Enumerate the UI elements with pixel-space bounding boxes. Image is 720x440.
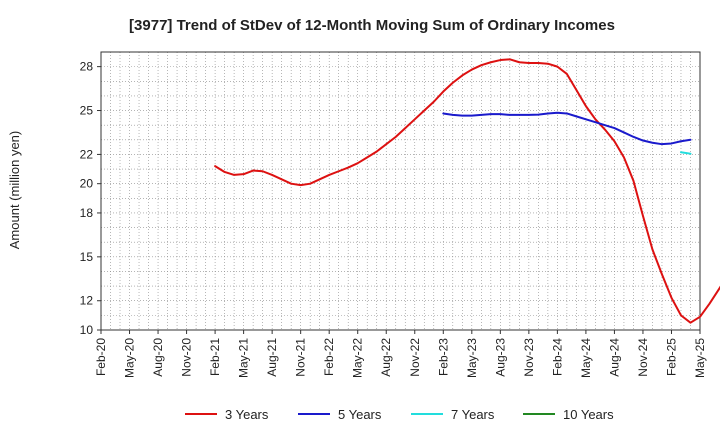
grid-lines — [101, 52, 700, 330]
x-tick-label: Aug-20 — [151, 338, 165, 377]
x-tick-label: May-22 — [351, 338, 365, 378]
series-layer — [214, 58, 720, 324]
legend-item-5-years: 5 Years — [298, 407, 382, 422]
x-tick-label: Feb-23 — [436, 338, 450, 376]
legend-item-10-years: 10 Years — [523, 407, 614, 422]
x-tick-label: Aug-21 — [265, 338, 279, 377]
legend-item-3-years: 3 Years — [185, 407, 269, 422]
x-tick-label: Nov-21 — [294, 338, 308, 377]
x-tick-label: Aug-23 — [493, 338, 507, 377]
x-tick-label: Feb-20 — [94, 338, 108, 376]
x-tick-label: May-21 — [237, 338, 251, 378]
y-tick-label: 25 — [80, 104, 94, 118]
x-tick-label: Aug-24 — [607, 338, 621, 377]
x-tick-label: May-24 — [579, 338, 593, 378]
series-line-3-years — [214, 58, 720, 324]
legend-label: 7 Years — [451, 407, 495, 422]
plot-border — [100, 51, 701, 331]
x-axis-ticks: Feb-20 May-20 Aug-20 Nov-20 Feb-21 May-21 Aug-… — [94, 330, 707, 378]
y-tick-label: 28 — [80, 60, 94, 74]
x-tick-label: Nov-22 — [408, 338, 422, 377]
x-tick-label: Feb-24 — [550, 338, 564, 376]
x-tick-label: Feb-22 — [322, 338, 336, 376]
chart-title: [3977] Trend of StDev of 12-Month Moving… — [129, 17, 615, 34]
x-tick-label: Nov-20 — [180, 338, 194, 377]
y-tick-label: 20 — [80, 177, 94, 191]
x-tick-label: Nov-23 — [522, 338, 536, 377]
legend-label: 10 Years — [563, 407, 614, 422]
x-tick-label: Feb-25 — [664, 338, 678, 376]
plot-frame — [100, 51, 701, 331]
y-tick-label: 10 — [80, 323, 94, 337]
y-tick-label: 22 — [80, 147, 94, 161]
y-axis-ticks: 10 12 15 18 20 22 25 28 — [80, 60, 101, 337]
y-tick-label: 18 — [80, 206, 94, 220]
legend-label: 5 Years — [338, 407, 382, 422]
series-line-7-years — [679, 151, 692, 155]
x-tick-label: Feb-21 — [208, 338, 222, 376]
x-tick-label: May-25 — [693, 338, 707, 378]
x-tick-label: May-23 — [465, 338, 479, 378]
y-axis-label: Amount (million yen) — [7, 131, 22, 250]
y-tick-label: 15 — [80, 250, 94, 264]
y-tick-label: 12 — [80, 294, 94, 308]
legend-label: 3 Years — [225, 407, 269, 422]
x-tick-label: May-20 — [123, 338, 137, 378]
x-tick-label: Nov-24 — [636, 338, 650, 377]
x-tick-label: Aug-22 — [379, 338, 393, 377]
series-line-5-years — [442, 111, 692, 146]
legend-item-7-years: 7 Years — [411, 407, 495, 422]
legend: 3 Years 5 Years 7 Years 10 Years — [185, 407, 614, 422]
